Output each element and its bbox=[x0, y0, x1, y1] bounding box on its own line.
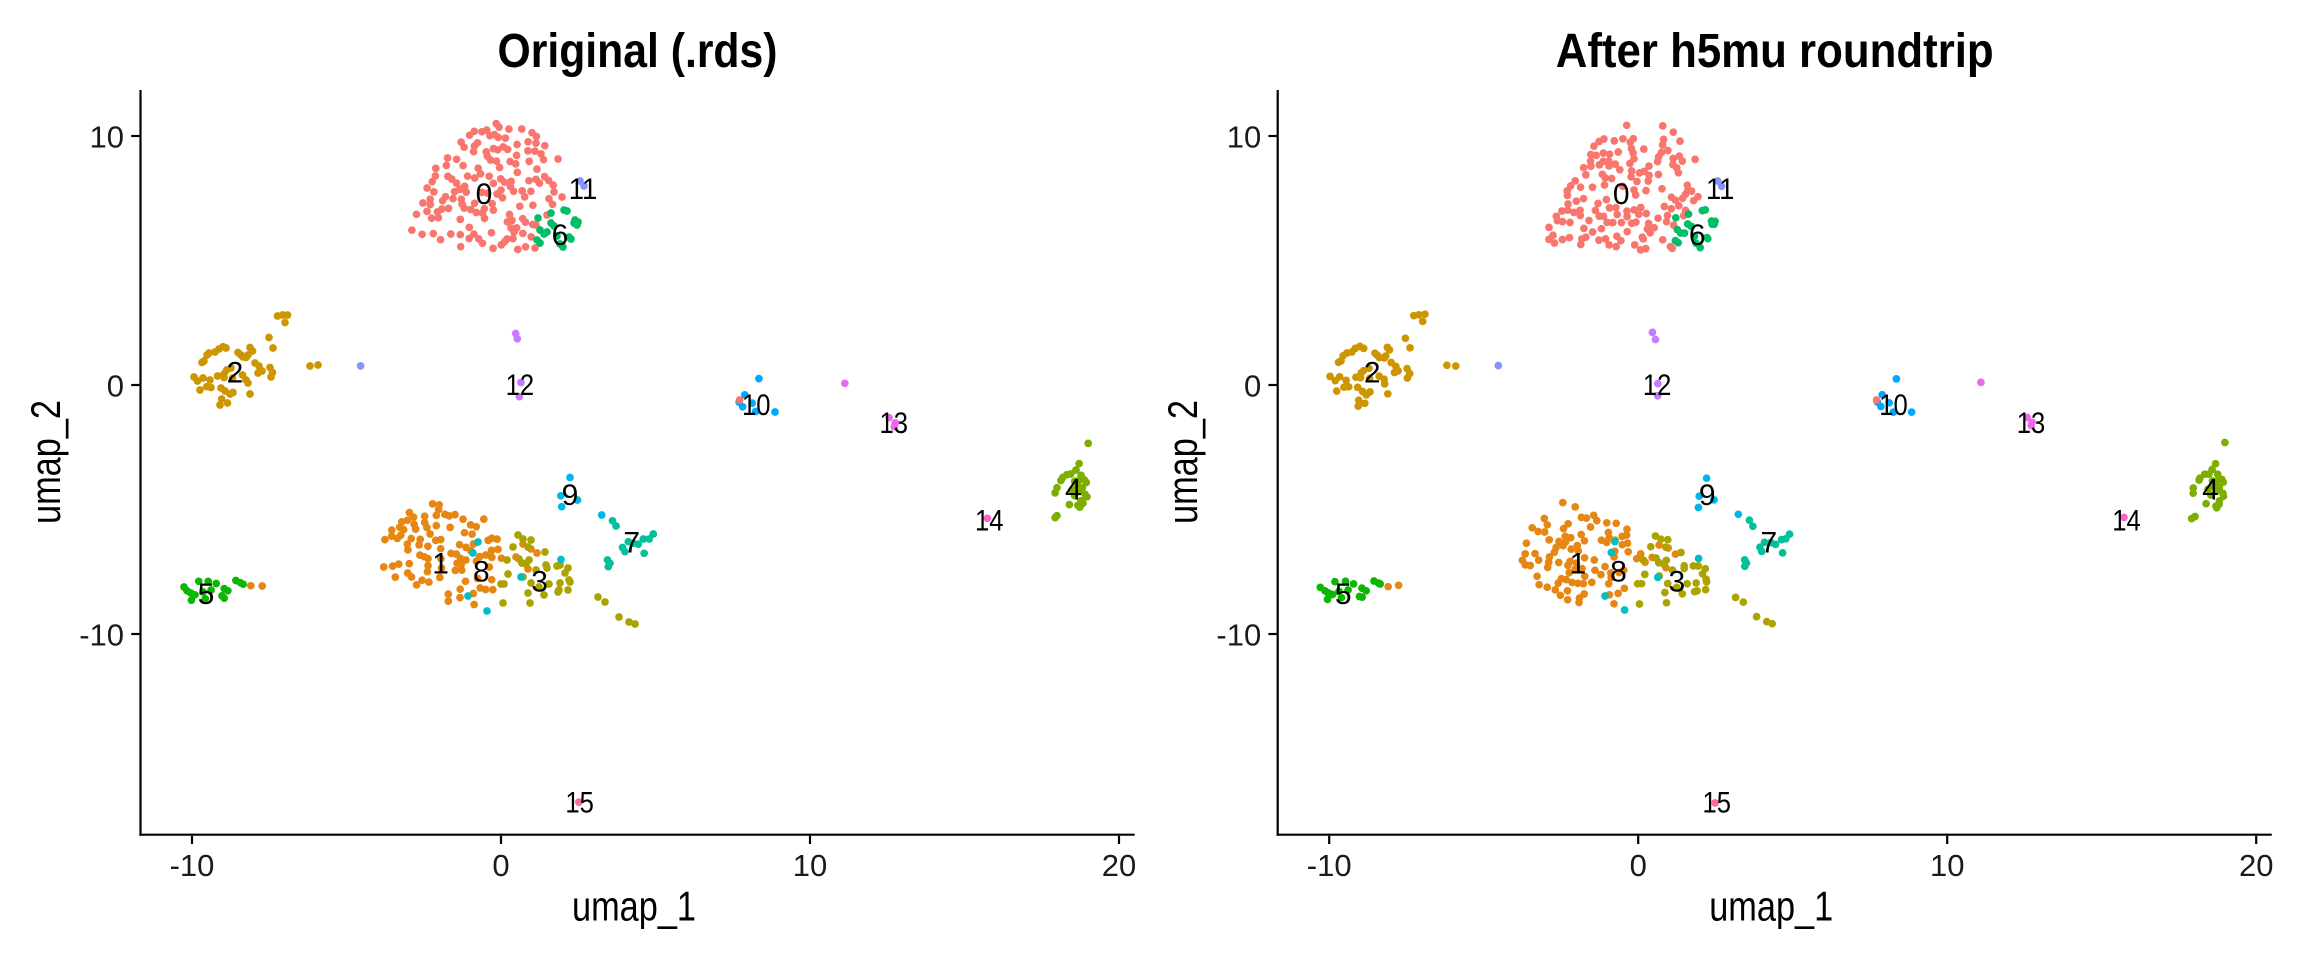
svg-text:14: 14 bbox=[975, 505, 1004, 538]
svg-text:0: 0 bbox=[1630, 848, 1647, 883]
svg-text:8: 8 bbox=[473, 556, 490, 589]
svg-text:3: 3 bbox=[1668, 565, 1685, 598]
svg-text:7: 7 bbox=[1761, 527, 1778, 560]
svg-text:2: 2 bbox=[227, 357, 244, 390]
svg-text:umap_2: umap_2 bbox=[1159, 400, 1206, 524]
svg-text:7: 7 bbox=[623, 527, 640, 560]
svg-text:umap_1: umap_1 bbox=[1709, 883, 1833, 930]
svg-text:10: 10 bbox=[1227, 119, 1261, 154]
svg-text:9: 9 bbox=[562, 479, 579, 512]
svg-text:20: 20 bbox=[1102, 848, 1136, 883]
svg-text:0: 0 bbox=[107, 368, 124, 403]
svg-text:0: 0 bbox=[492, 848, 509, 883]
svg-text:5: 5 bbox=[198, 578, 215, 611]
svg-text:12: 12 bbox=[506, 369, 535, 402]
svg-text:umap_2: umap_2 bbox=[22, 400, 69, 524]
svg-text:8: 8 bbox=[1610, 556, 1627, 589]
svg-text:5: 5 bbox=[1335, 578, 1352, 611]
svg-text:12: 12 bbox=[1643, 369, 1672, 402]
svg-text:11: 11 bbox=[1706, 173, 1735, 206]
svg-text:15: 15 bbox=[1703, 787, 1732, 820]
svg-text:14: 14 bbox=[2112, 505, 2141, 538]
svg-text:10: 10 bbox=[1930, 848, 1964, 883]
svg-text:Original (.rds): Original (.rds) bbox=[498, 25, 778, 78]
svg-text:After h5mu roundtrip: After h5mu roundtrip bbox=[1556, 25, 1994, 78]
svg-text:10: 10 bbox=[742, 389, 771, 422]
svg-text:umap_1: umap_1 bbox=[572, 883, 696, 930]
svg-text:11: 11 bbox=[569, 173, 598, 206]
svg-text:0: 0 bbox=[1244, 368, 1261, 403]
svg-text:10: 10 bbox=[793, 848, 827, 883]
svg-text:15: 15 bbox=[565, 787, 594, 820]
svg-text:4: 4 bbox=[1065, 473, 1082, 506]
svg-text:6: 6 bbox=[552, 219, 569, 252]
svg-text:2: 2 bbox=[1364, 357, 1381, 390]
svg-text:13: 13 bbox=[2017, 407, 2046, 440]
svg-text:-10: -10 bbox=[1307, 848, 1352, 883]
svg-text:-10: -10 bbox=[1216, 617, 1261, 652]
svg-text:6: 6 bbox=[1689, 219, 1706, 252]
svg-text:1: 1 bbox=[1569, 548, 1586, 581]
svg-text:-10: -10 bbox=[170, 848, 215, 883]
svg-text:0: 0 bbox=[1613, 178, 1630, 211]
svg-text:1: 1 bbox=[432, 548, 449, 581]
svg-text:10: 10 bbox=[1879, 389, 1908, 422]
svg-text:3: 3 bbox=[531, 565, 548, 598]
svg-text:-10: -10 bbox=[79, 617, 124, 652]
svg-text:20: 20 bbox=[2239, 848, 2273, 883]
svg-text:0: 0 bbox=[476, 178, 493, 211]
svg-text:13: 13 bbox=[880, 407, 909, 440]
svg-text:9: 9 bbox=[1699, 479, 1716, 512]
svg-text:10: 10 bbox=[90, 119, 124, 154]
svg-text:4: 4 bbox=[2202, 473, 2219, 506]
